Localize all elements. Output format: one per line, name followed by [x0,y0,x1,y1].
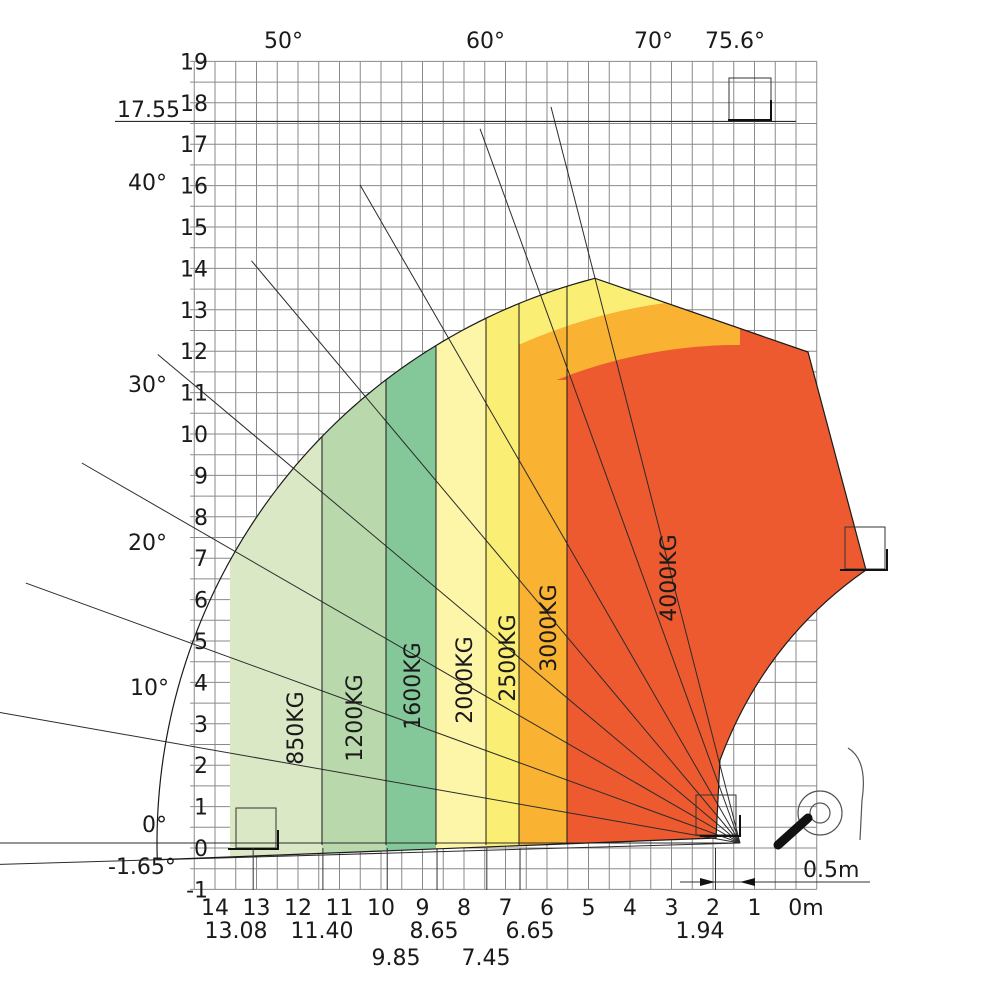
y-tick-label: 4 [194,671,208,696]
reach-marker-label: 8.65 [410,919,459,944]
x-tick-label: 3 [665,896,679,921]
angle-line [81,462,741,844]
x-tick-label: 5 [582,896,596,921]
angle-label: 75.6° [705,29,765,54]
load-zone-label: 1200KG [343,674,368,761]
x-tick-label: 4 [623,896,637,921]
y-tick-label: 18 [180,92,208,117]
y-tick-label: 14 [180,257,208,282]
y-tick-label: 17 [180,133,208,158]
fork-icon [728,100,772,121]
load-zone-label: 1600KG [401,642,426,729]
fork-icon [228,830,279,850]
scale-arrow-icon [740,878,755,886]
y-tick-label: 7 [194,547,208,572]
x-tick-label: 12 [284,896,312,921]
y-tick-label: -1 [186,878,208,903]
load-zone-label: 2000KG [453,636,478,723]
y-tick-label: 6 [194,589,208,614]
angle-line [0,712,741,844]
angle-lines [0,106,796,865]
load-zone-label: 2500KG [496,614,521,701]
x-tick-label: 7 [499,896,513,921]
y-tick-label: 16 [180,175,208,200]
load-zone-label: 4000KG [657,534,682,621]
x-tick-label: 6 [540,896,554,921]
angle-label: 60° [466,29,505,54]
boom-base-icon [773,813,813,850]
load-zone-label: 850KG [284,691,309,764]
y-tick-label: 2 [194,754,208,779]
angle-line [25,582,741,844]
angle-line [479,128,741,844]
load-zone-label: 3000KG [537,584,562,671]
reach-marker-label: 11.40 [291,919,354,944]
fork-carriage-icon [728,77,772,121]
y-tick-label: 8 [194,506,208,531]
reach-marker-label: 13.08 [205,919,268,944]
y-tick-label: 11 [180,382,208,407]
y-tick-label: 9 [194,464,208,489]
max-height-label: 17.55 [117,98,180,123]
x-tick-label: 2 [706,896,720,921]
scale-label: 0.5m [803,858,859,883]
envelope-outline [156,277,867,861]
y-tick-label: 15 [180,216,208,241]
x-tick-label: 1 [748,896,762,921]
load-zone-fill-2000 [436,278,486,860]
x-tick-label: 14 [201,896,229,921]
cab-outline-icon [847,747,864,841]
y-tick-label: 0 [194,837,208,862]
y-tick-label: 3 [194,713,208,738]
x-tick-label: 8 [457,896,471,921]
angle-line [550,106,741,844]
angle-label: -1.65° [108,855,176,880]
y-tick-label: 1 [194,796,208,821]
fork-icon [840,549,888,571]
angle-label: 40° [128,171,167,196]
angle-label: 20° [128,531,167,556]
angle-line [251,260,741,844]
angle-label: 0° [142,813,167,838]
x-tick-label: 10 [367,896,395,921]
load-zone-fill-1600 [386,278,436,860]
envelope-border [156,277,867,861]
reach-marker-label: 1.94 [676,919,725,944]
scale-arrow-icon [700,878,715,886]
x-tick-label: 9 [416,896,430,921]
wheel-hub-icon [809,802,831,824]
wheel-icon [797,790,843,836]
angle-line [0,842,741,865]
angle-label: 70° [634,29,673,54]
angle-label: 30° [128,373,167,398]
reach-marker-label: 6.65 [506,919,555,944]
y-tick-label: 19 [180,50,208,75]
x-tick-label: 11 [326,896,354,921]
load-zones [188,278,867,860]
reach-marker-label: 9.85 [372,946,421,971]
fork-icon [700,815,741,837]
machine-drawing [228,77,888,886]
y-tick-label: 12 [180,340,208,365]
angle-line [359,184,741,844]
y-tick-label: 13 [180,299,208,324]
angle-label: 10° [130,676,169,701]
x-tick-label: 13 [243,896,271,921]
x-tick-label: 0m [788,896,823,921]
y-tick-label: 10 [180,423,208,448]
angle-line [157,354,741,844]
load-zone-fill-2500 [486,278,519,860]
reach-marker-label: 7.45 [462,946,511,971]
angle-label: 50° [264,29,303,54]
y-tick-label: 5 [194,630,208,655]
